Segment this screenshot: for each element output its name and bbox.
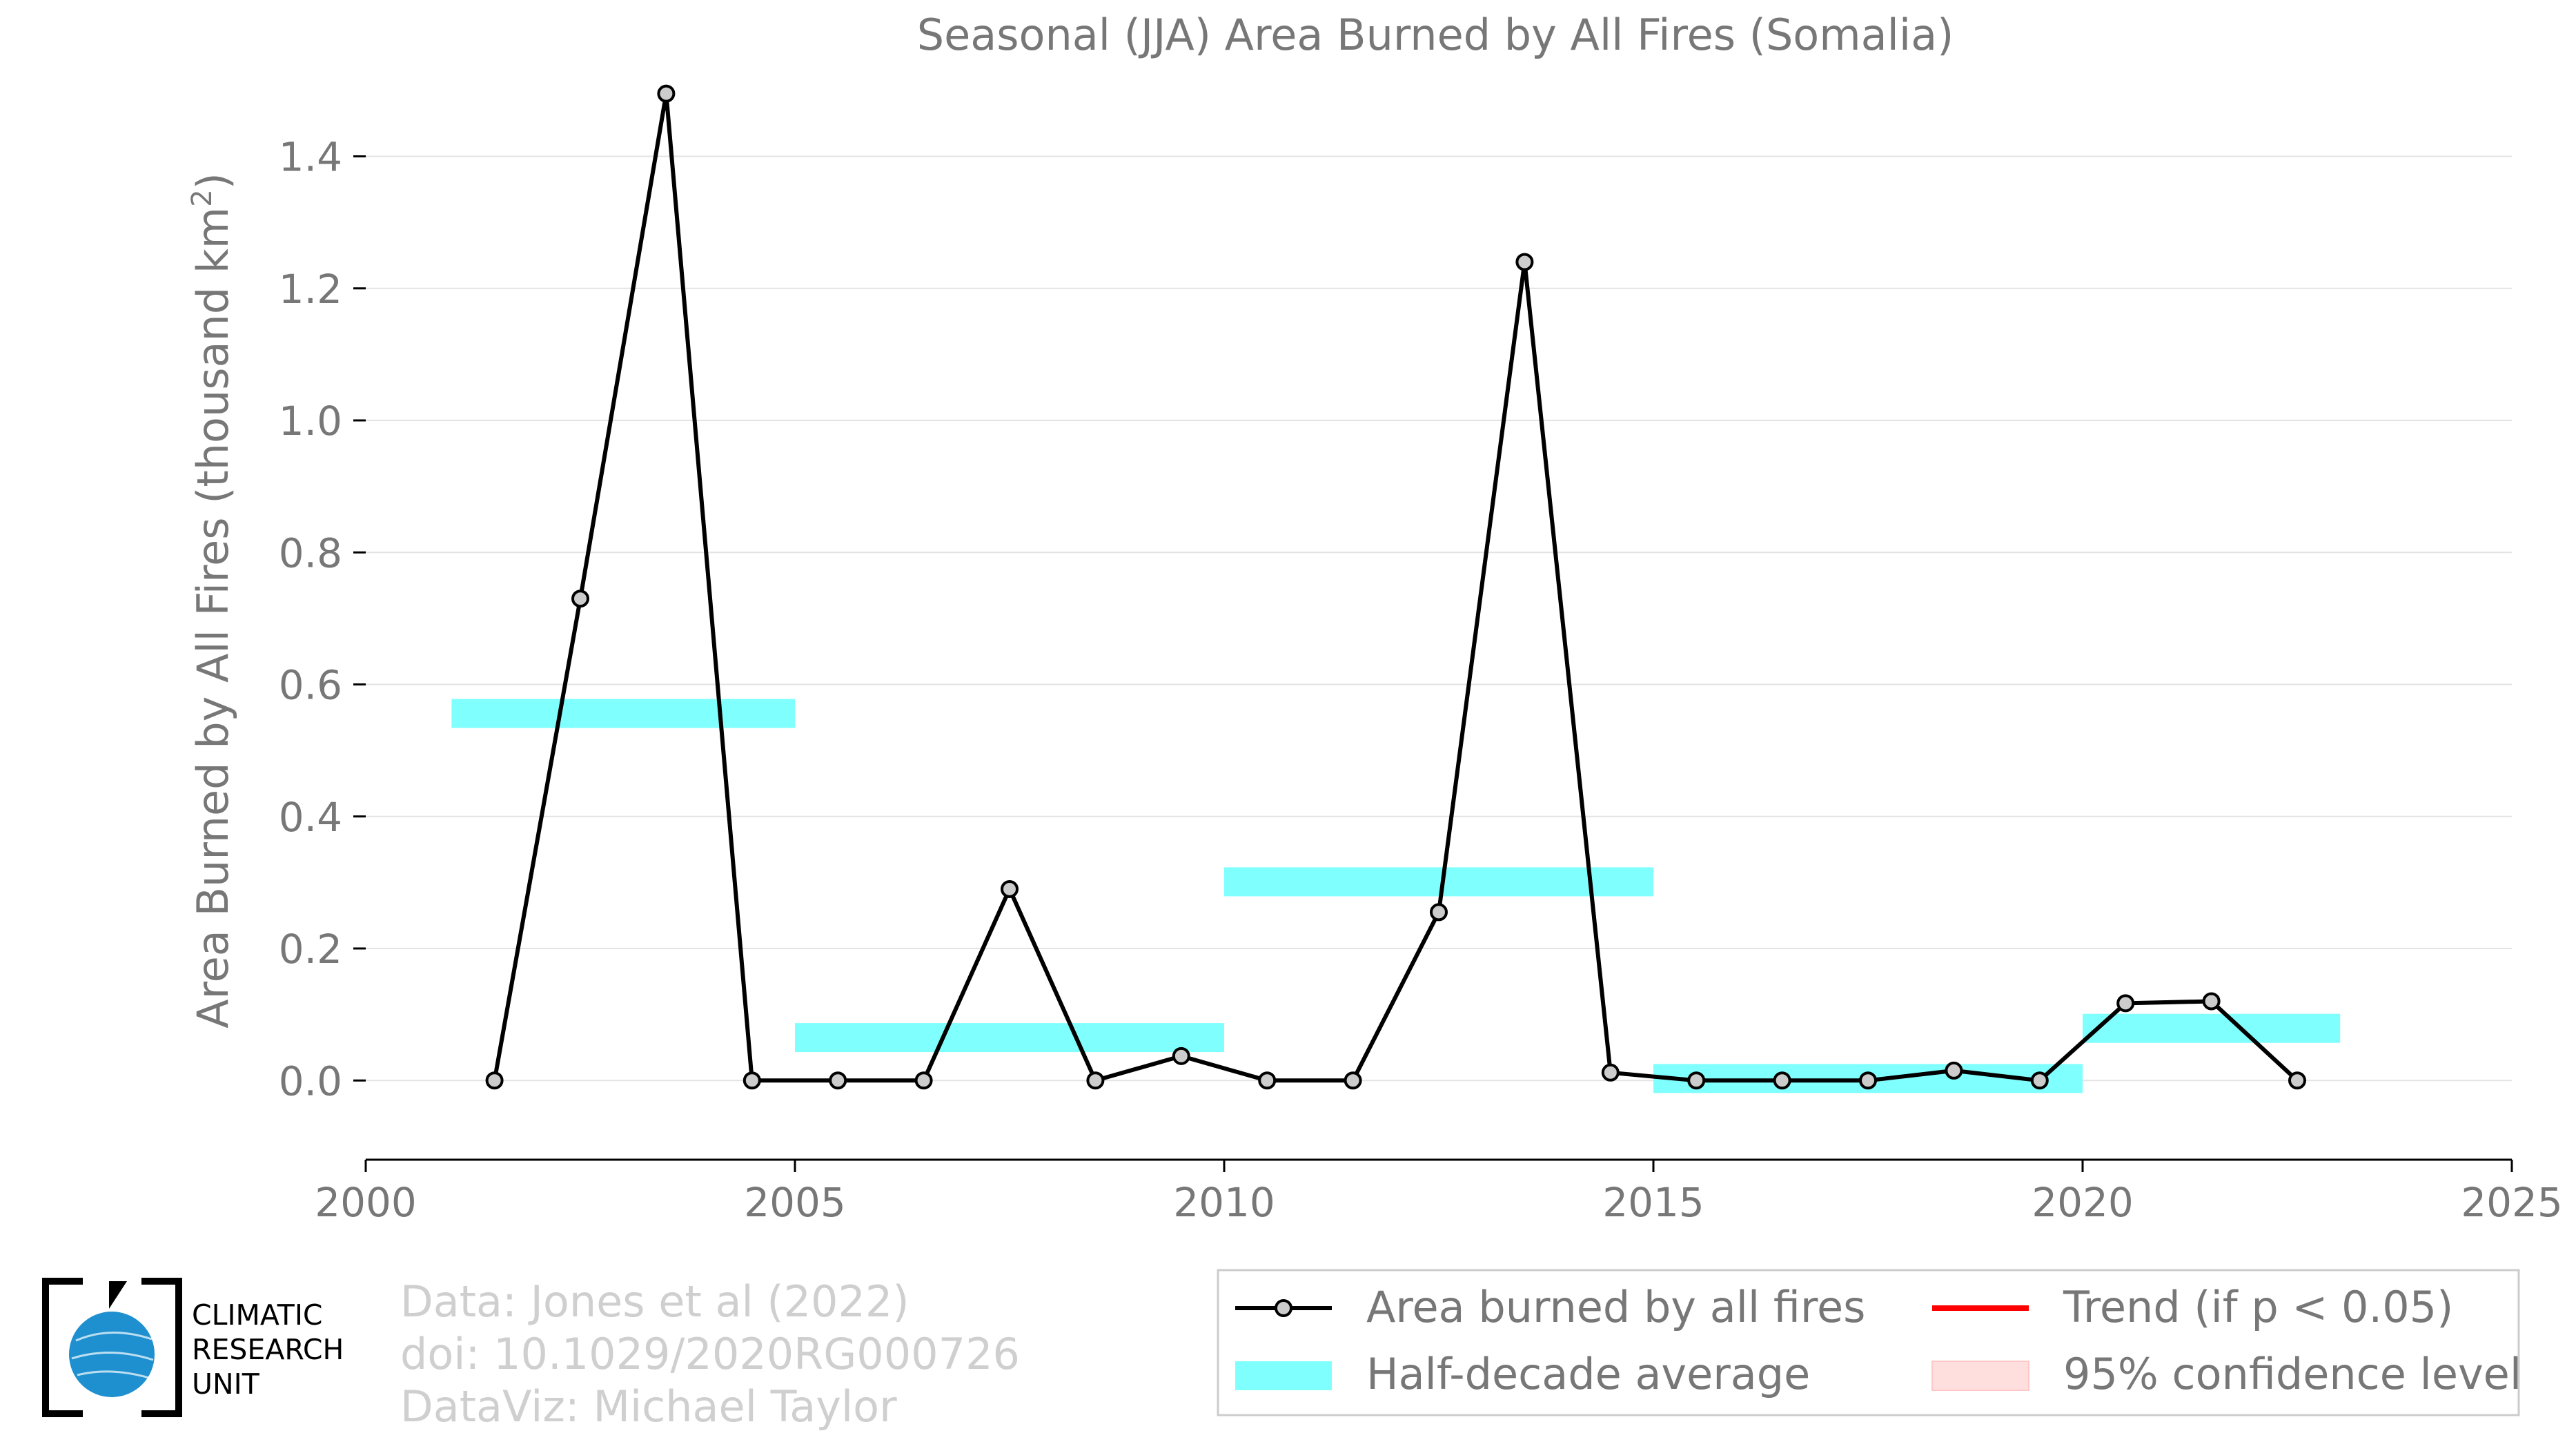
y-tick-label: 0.0 [279,1058,342,1104]
half-decade-band [451,699,795,728]
data-point [914,1071,933,1090]
chart-title: Seasonal (JJA) Area Burned by All Fires … [917,10,1954,60]
legend-label-area-burned: Area burned by all fires [1366,1282,1865,1332]
x-tick-label: 2020 [2032,1179,2134,1226]
logo-line-3: UNIT [192,1367,259,1401]
logo-line-2: RESEARCH [192,1333,344,1366]
data-point [1258,1071,1277,1090]
data-point [1773,1071,1791,1090]
series-markers [485,84,2306,1090]
legend-label-trend: Trend (if p < 0.05) [2063,1282,2453,1332]
data-point [743,1071,761,1090]
y-tick-label: 0.8 [279,529,342,576]
data-point [1001,879,1019,898]
half-decade-band [795,1023,1224,1053]
legend-swatch-half-decade [1235,1361,1332,1390]
data-credits: Data: Jones et al (2022) doi: 10.1029/20… [400,1276,1020,1433]
half-decade-band [2083,1013,2341,1043]
data-point [1172,1046,1190,1065]
data-point [829,1071,847,1090]
data-point [657,84,676,103]
legend: Area burned by all fires Trend (if p < 0… [1217,1269,2521,1416]
legend-label-half-decade: Half-decade average [1366,1349,1810,1399]
x-tick-label: 2000 [315,1179,417,1226]
legend-frame [1217,1269,2520,1416]
data-point [1945,1061,1963,1080]
y-tick-label: 0.2 [279,926,342,973]
credit-data: Data: Jones et al (2022) [400,1276,910,1327]
y-tick-label: 1.4 [279,134,342,181]
y-tick-label: 1.0 [279,398,342,445]
y-grid [366,155,2512,1082]
y-axis-label: Area Burned by All Fires (thousand km2) [186,173,238,1029]
x-tick-label: 2025 [2461,1179,2563,1226]
x-ticks: 2000 2005 2010 2015 2020 2025 [315,1160,2563,1226]
y-tick-label: 1.2 [279,266,342,313]
data-point [2288,1071,2306,1090]
cru-logo [41,1277,183,1419]
legend-label-confidence: 95% confidence level [2063,1349,2521,1399]
legend-swatch-area-burned-marker [1275,1299,1292,1317]
globe-icon [69,1312,155,1397]
x-tick-label: 2010 [1173,1179,1275,1226]
y-ticks: 0.0 0.2 0.4 0.6 0.8 1.0 1.2 1.4 [279,134,366,1104]
credit-dataviz: DataViz: Michael Taylor [400,1381,897,1432]
data-point [2030,1071,2049,1090]
data-point [485,1071,504,1090]
data-point [1515,253,1534,271]
cru-logo-text: CLIMATIC RESEARCH UNIT [192,1298,344,1401]
data-point [1430,903,1448,922]
data-point [571,590,589,608]
logo-line-1: CLIMATIC [192,1298,323,1332]
data-point [2202,992,2221,1011]
y-tick-label: 0.6 [279,662,342,709]
x-tick-label: 2005 [744,1179,846,1226]
x-tick-label: 2015 [1602,1179,1704,1226]
data-point [1086,1071,1105,1090]
area-burned-line [492,91,2299,1083]
data-point [1859,1071,1877,1090]
data-point [1687,1071,1706,1090]
half-decade-band [1224,867,1653,897]
series-line [492,91,2299,1083]
data-point [1601,1063,1620,1082]
credit-doi: doi: 10.1029/2020RG000726 [400,1329,1020,1379]
data-point [1344,1071,1362,1090]
data-point [2116,994,2135,1013]
legend-swatch-confidence [1931,1361,2029,1391]
y-tick-label: 0.4 [279,794,342,841]
